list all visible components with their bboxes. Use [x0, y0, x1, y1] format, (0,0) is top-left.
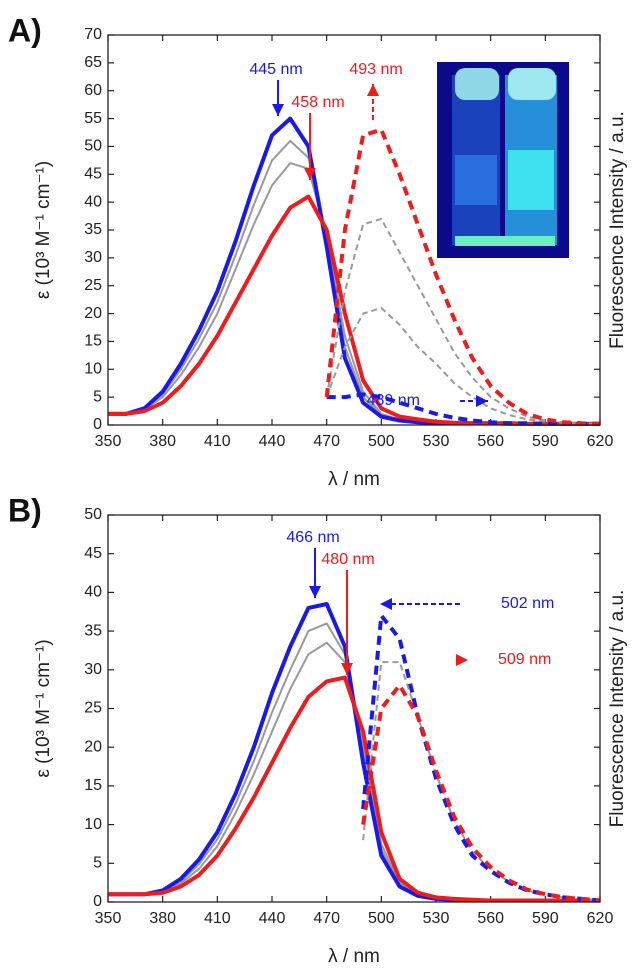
fluorescence-line — [361, 683, 601, 903]
y-tick-label: 35 — [84, 622, 102, 639]
arrow-head — [304, 168, 316, 180]
x-tick-label: 500 — [368, 433, 395, 450]
fluorescence-line — [326, 392, 600, 426]
x-tick-label: 410 — [204, 910, 231, 927]
x-tick-label: 440 — [259, 433, 286, 450]
annotation: 489 nm — [367, 392, 420, 409]
y-tick-label: 50 — [84, 506, 102, 523]
y-tick-label: 15 — [84, 333, 102, 350]
y-tick-label: 65 — [84, 54, 102, 71]
y2-axis-title: Fluorescence Intensity / a.u. — [607, 111, 628, 349]
absorption-line — [108, 194, 600, 426]
x-tick-label: 530 — [423, 910, 450, 927]
panel-label: B) — [8, 492, 42, 528]
x-tick-label: 350 — [95, 433, 122, 450]
x-axis-title: λ / nm — [328, 946, 380, 967]
y-tick-label: 30 — [84, 661, 102, 678]
y-tick-label: 20 — [84, 305, 102, 322]
annotation: 445 nm — [249, 61, 302, 78]
arrow-head — [272, 104, 284, 116]
inset-photo — [437, 62, 569, 258]
x-tick-label: 470 — [313, 433, 340, 450]
y-axis-title: ε (10³ M⁻¹ cm⁻¹) — [33, 161, 54, 299]
absorption-line — [108, 602, 600, 903]
y-tick-label: 45 — [84, 166, 102, 183]
annotation: 509 nm — [498, 651, 551, 668]
x-tick-label: 560 — [477, 433, 504, 450]
y-tick-label: 50 — [84, 138, 102, 155]
x-tick-label: 620 — [587, 910, 614, 927]
arrow-head — [476, 395, 488, 407]
glow-right — [508, 150, 554, 210]
x-tick-label: 470 — [313, 910, 340, 927]
y-tick-label: 45 — [84, 545, 102, 562]
y-tick-label: 5 — [93, 855, 102, 872]
y-tick-label: 55 — [84, 110, 102, 127]
cap-right — [508, 68, 556, 100]
arrow-head — [456, 654, 468, 666]
fluorescence-line — [361, 613, 601, 903]
y-tick-label: 30 — [84, 249, 102, 266]
annotation: 480 nm — [321, 551, 374, 568]
x-tick-label: 560 — [477, 910, 504, 927]
x-tick-label: 380 — [149, 433, 176, 450]
y-axis-title: ε (10³ M⁻¹ cm⁻¹) — [33, 639, 54, 777]
x-tick-label: 410 — [204, 433, 231, 450]
y-tick-label: 0 — [93, 416, 102, 433]
glow-left — [455, 155, 497, 205]
base-glow — [455, 236, 555, 246]
y-tick-label: 10 — [84, 361, 102, 378]
y-tick-label: 40 — [84, 584, 102, 601]
absorption-line — [108, 675, 600, 903]
y-tick-label: 35 — [84, 221, 102, 238]
x-tick-label: 500 — [368, 910, 395, 927]
y-tick-label: 40 — [84, 193, 102, 210]
y-tick-label: 60 — [84, 82, 102, 99]
arrow-head — [367, 84, 379, 96]
x-axis-title: λ / nm — [328, 469, 380, 490]
y2-axis-title: Fluorescence Intensity / a.u. — [607, 590, 628, 828]
arrow-head — [380, 598, 392, 610]
y-tick-label: 5 — [93, 388, 102, 405]
panel-label: A) — [8, 12, 42, 48]
x-tick-label: 590 — [532, 433, 559, 450]
annotation: 458 nm — [291, 94, 344, 111]
annotation: 502 nm — [501, 595, 554, 612]
cap-left — [455, 68, 499, 100]
annotation: 493 nm — [349, 61, 402, 78]
x-tick-label: 440 — [259, 910, 286, 927]
y-tick-label: 70 — [84, 26, 102, 43]
y-tick-label: 25 — [84, 277, 102, 294]
fluorescence-line — [362, 661, 601, 902]
x-tick-label: 350 — [95, 910, 122, 927]
annotation: 466 nm — [286, 529, 339, 546]
x-tick-label: 590 — [532, 910, 559, 927]
plot-frame — [107, 514, 601, 903]
y-tick-label: 25 — [84, 700, 102, 717]
arrow-head — [309, 586, 321, 598]
x-tick-label: 380 — [149, 910, 176, 927]
y-tick-label: 10 — [84, 816, 102, 833]
plot-frame — [107, 34, 601, 426]
fluorescence-line — [324, 127, 601, 426]
y-tick-label: 15 — [84, 777, 102, 794]
y-tick-label: 0 — [93, 893, 102, 910]
arrow-head — [341, 663, 353, 675]
x-tick-label: 530 — [423, 433, 450, 450]
absorption-line — [108, 641, 600, 902]
y-tick-label: 20 — [84, 738, 102, 755]
x-tick-label: 620 — [587, 433, 614, 450]
